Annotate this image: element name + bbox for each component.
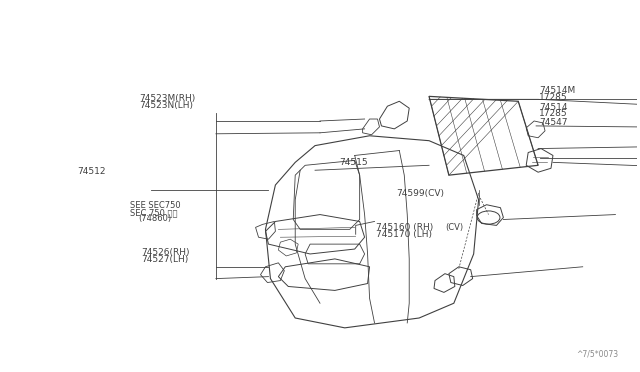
Text: ^7/5*0073: ^7/5*0073 [576,349,618,358]
Text: 745170 (LH): 745170 (LH) [376,230,432,238]
Text: 74514: 74514 [539,103,568,112]
Text: 745160 (RH): 745160 (RH) [376,223,433,232]
Text: 74599(CV): 74599(CV) [396,189,444,198]
Text: 74515: 74515 [339,158,367,167]
Text: SEC.750 参照: SEC.750 参照 [130,208,177,217]
Text: 74523M(RH): 74523M(RH) [139,94,195,103]
Text: 74523N(LH): 74523N(LH) [139,101,193,110]
Text: 74527(LH): 74527(LH) [141,255,188,264]
Text: (74860): (74860) [138,215,171,224]
Text: 74526(RH): 74526(RH) [141,248,189,257]
Text: 74547: 74547 [539,118,568,128]
Text: 17285: 17285 [539,109,568,118]
Text: 17285: 17285 [539,93,568,102]
Text: 74514M: 74514M [539,86,575,95]
Text: SEE SEC750: SEE SEC750 [130,201,180,210]
Text: 74512: 74512 [77,167,106,176]
Text: (CV): (CV) [445,223,463,232]
